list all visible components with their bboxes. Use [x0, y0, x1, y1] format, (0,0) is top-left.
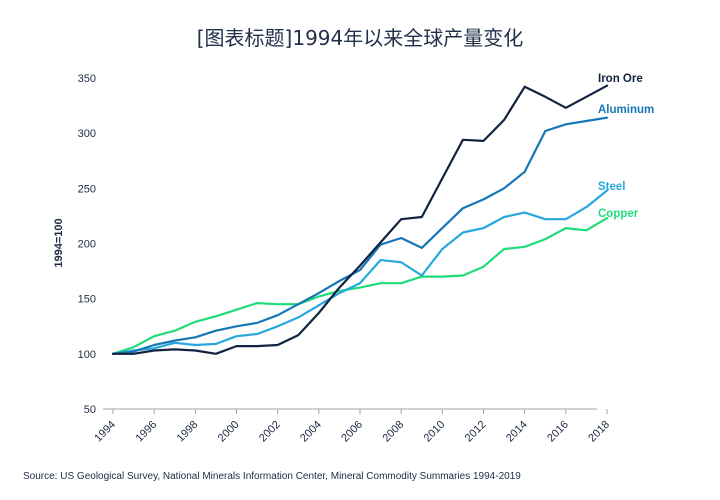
x-tick-label: 1996 [133, 419, 159, 445]
series-line-iron-ore [111, 84, 609, 355]
x-tick-label: 2008 [380, 419, 406, 445]
series-label-aluminum: Aluminum [598, 104, 654, 116]
x-tick-label: 1994 [92, 419, 118, 445]
x-tick-label: 2000 [216, 419, 242, 445]
series-line-aluminum [111, 116, 609, 355]
x-tick-label: 2002 [257, 419, 283, 445]
y-tick-label: 300 [78, 128, 96, 140]
x-tick-label: 2006 [339, 419, 365, 445]
series-label-steel: Steel [598, 181, 626, 193]
y-tick-label: 100 [78, 349, 96, 361]
x-tick-label: 2016 [545, 419, 571, 445]
chart-title: [图表标题]1994年以来全球产量变化 [196, 26, 524, 50]
x-tick-label: 1998 [175, 419, 201, 445]
x-tick-label: 2004 [298, 419, 324, 445]
series-label-copper: Copper [598, 208, 639, 220]
y-tick-label: 200 [78, 239, 96, 251]
y-axis: 50 100 150 200 250 300 350 [78, 73, 96, 416]
source-note: Source: US Geological Survey, National M… [23, 471, 521, 482]
series-line-steel [111, 189, 609, 355]
y-tick-label: 50 [84, 404, 96, 416]
y-tick-label: 250 [78, 183, 96, 195]
x-tick-label: 2014 [504, 419, 530, 445]
y-tick-label: 350 [78, 73, 96, 85]
series-labels: Iron Ore Aluminum Steel Copper [598, 73, 654, 220]
series-lines [111, 84, 609, 355]
x-tick-label: 2012 [463, 419, 489, 445]
y-axis-title: 1994=100 [53, 218, 65, 267]
series-line-copper [111, 217, 609, 355]
x-tick-label: 2010 [422, 419, 448, 445]
y-tick-label: 150 [78, 294, 96, 306]
x-tick-label: 2018 [586, 419, 612, 445]
series-label-iron-ore: Iron Ore [598, 73, 643, 85]
x-axis: 1994 1996 1998 2000 2002 2004 2006 2008 2010 2012… [92, 408, 612, 445]
